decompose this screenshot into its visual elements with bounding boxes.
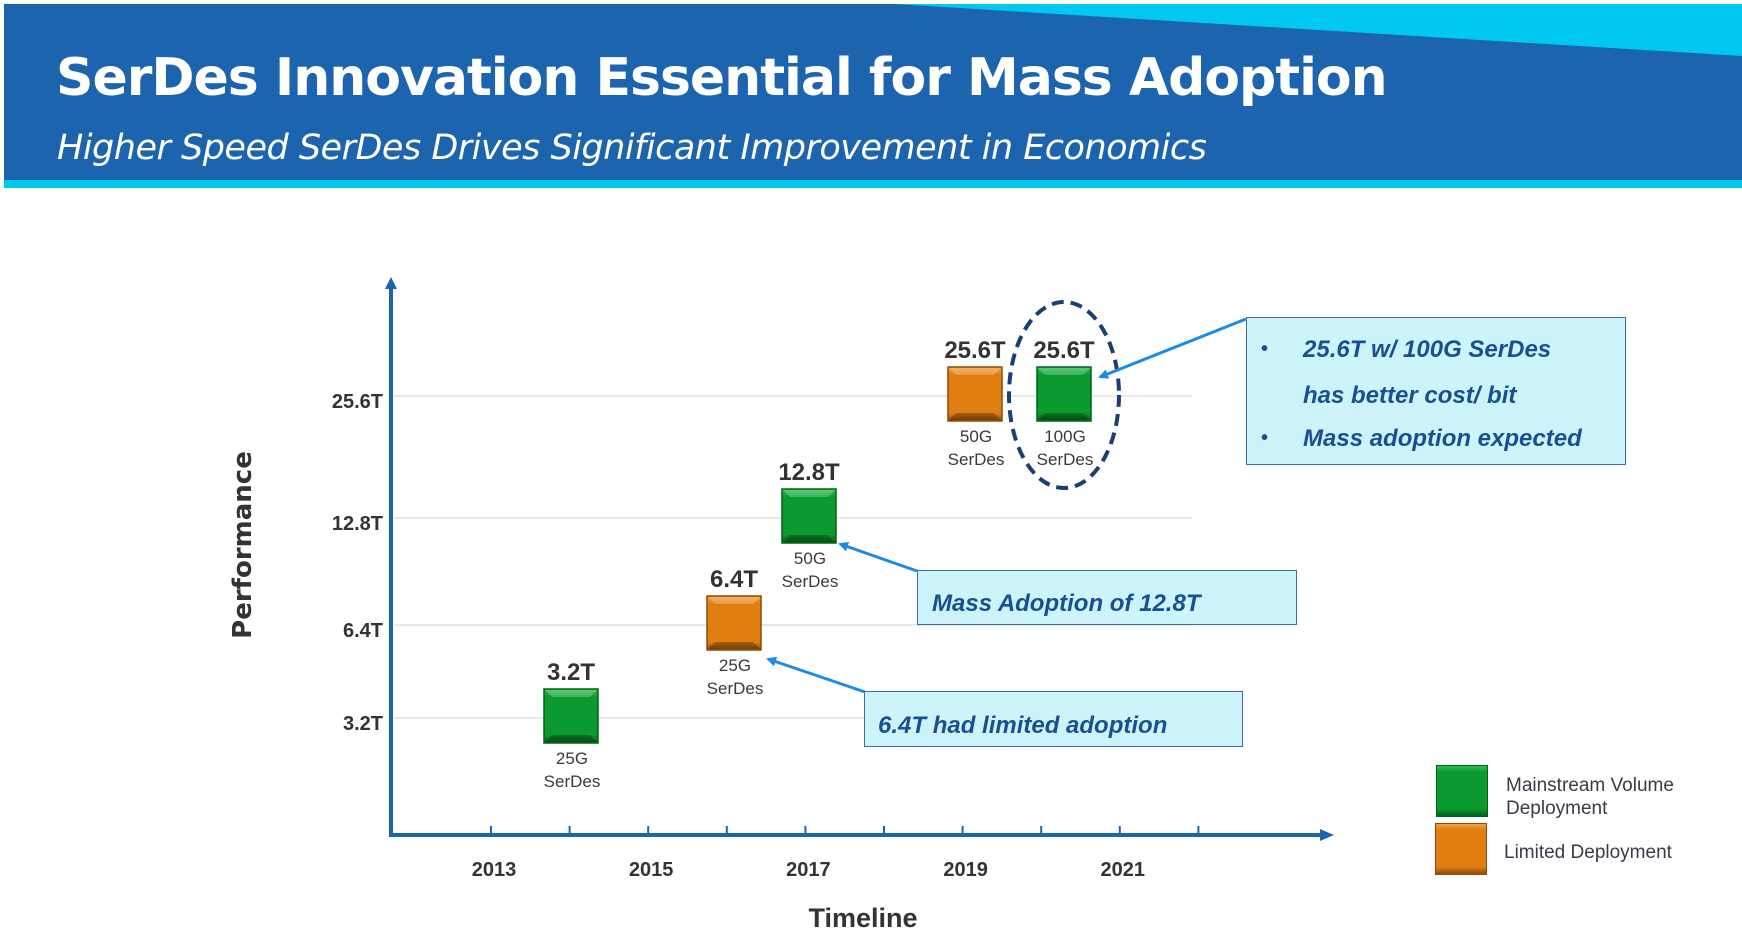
callout-arrow [1098, 317, 1247, 379]
callout-line-3: Mass adoption expected [1303, 425, 1582, 452]
marker-bevel [1038, 413, 1090, 420]
slide-title: SerDes Innovation Essential for Mass Ado… [56, 48, 1388, 108]
data-point-marker [1036, 366, 1092, 422]
marker-bevel [783, 535, 835, 542]
header-accent-shape [894, 4, 1742, 56]
callout-line-1: 25.6T w/ 100G SerDes [1303, 336, 1552, 363]
serdes-label: SerDes [782, 572, 839, 591]
callout-mass-text: Mass Adoption of 12.8T [932, 590, 1201, 617]
marker-bevel [708, 597, 760, 604]
callout-limited-adoption: 6.4T had limited adoption [864, 691, 1243, 747]
x-tick-label: 2017 [786, 859, 831, 881]
x-axis-label: Timeline [808, 903, 917, 933]
serdes-label: SerDes [707, 679, 764, 698]
data-point-label: 25.6T [1033, 337, 1095, 364]
y-tick-label: 6.4T [343, 620, 383, 642]
data-point-label: 25.6T [944, 337, 1006, 364]
callout-arrow [838, 541, 918, 573]
callout-mass-adoption: Mass Adoption of 12.8T [917, 570, 1297, 625]
legend-label-limited: Limited Deployment [1504, 842, 1672, 863]
marker-bevel [783, 490, 835, 497]
legend-swatch-limited [1435, 823, 1487, 875]
data-point-marker [543, 688, 599, 744]
serdes-speed-label: 50G [794, 549, 826, 568]
y-axis-label: Performance [228, 451, 258, 639]
callout-arrow [766, 656, 866, 694]
data-point-label: 3.2T [547, 659, 595, 686]
slide-header: SerDes Innovation Essential for Mass Ado… [4, 4, 1742, 188]
y-tick-label: 25.6T [332, 391, 383, 413]
data-point-label: 12.8T [778, 459, 840, 486]
x-tick-label: 2013 [472, 859, 517, 881]
marker-bevel [949, 413, 1001, 420]
marker-bevel [1038, 368, 1090, 375]
data-point-marker [781, 488, 837, 544]
slide-subtitle: Higher Speed SerDes Drives Significant I… [57, 128, 1207, 168]
callout-line-2: has better cost/ bit [1303, 382, 1517, 409]
marker-bevel [949, 368, 1001, 375]
serdes-speed-label: 25G [556, 749, 588, 768]
x-axis-arrow-icon [1320, 829, 1334, 841]
x-tick-label: 2019 [943, 859, 988, 881]
callout-100g-benefits: • 25.6T w/ 100G SerDes has better cost/ … [1246, 317, 1626, 465]
serdes-label: SerDes [948, 450, 1005, 469]
serdes-label: SerDes [1037, 450, 1094, 469]
marker-bevel [708, 642, 760, 649]
y-tick-label: 12.8T [332, 513, 383, 535]
bullet-icon: • [1261, 427, 1269, 449]
legend-label-mainstream: Mainstream Volume Deployment [1506, 775, 1674, 819]
callout-limited-text: 6.4T had limited adoption [878, 712, 1168, 739]
serdes-speed-label: 50G [960, 427, 992, 446]
bullet-icon: • [1261, 338, 1269, 360]
y-tick-label: 3.2T [343, 713, 383, 735]
y-axis-arrow-icon [385, 277, 397, 289]
data-point-marker [706, 595, 762, 651]
data-point-marker [947, 366, 1003, 422]
x-tick-label: 2021 [1101, 859, 1146, 881]
highlight-ellipse [1007, 300, 1121, 490]
legend-swatch-mainstream [1436, 765, 1488, 817]
header-stripe [4, 180, 1742, 188]
serdes-label: SerDes [544, 772, 601, 791]
serdes-speed-label: 100G [1044, 427, 1086, 446]
marker-bevel [545, 735, 597, 742]
marker-bevel [545, 690, 597, 697]
x-tick-label: 2015 [629, 859, 674, 881]
serdes-speed-label: 25G [719, 656, 751, 675]
data-point-label: 6.4T [710, 566, 758, 593]
